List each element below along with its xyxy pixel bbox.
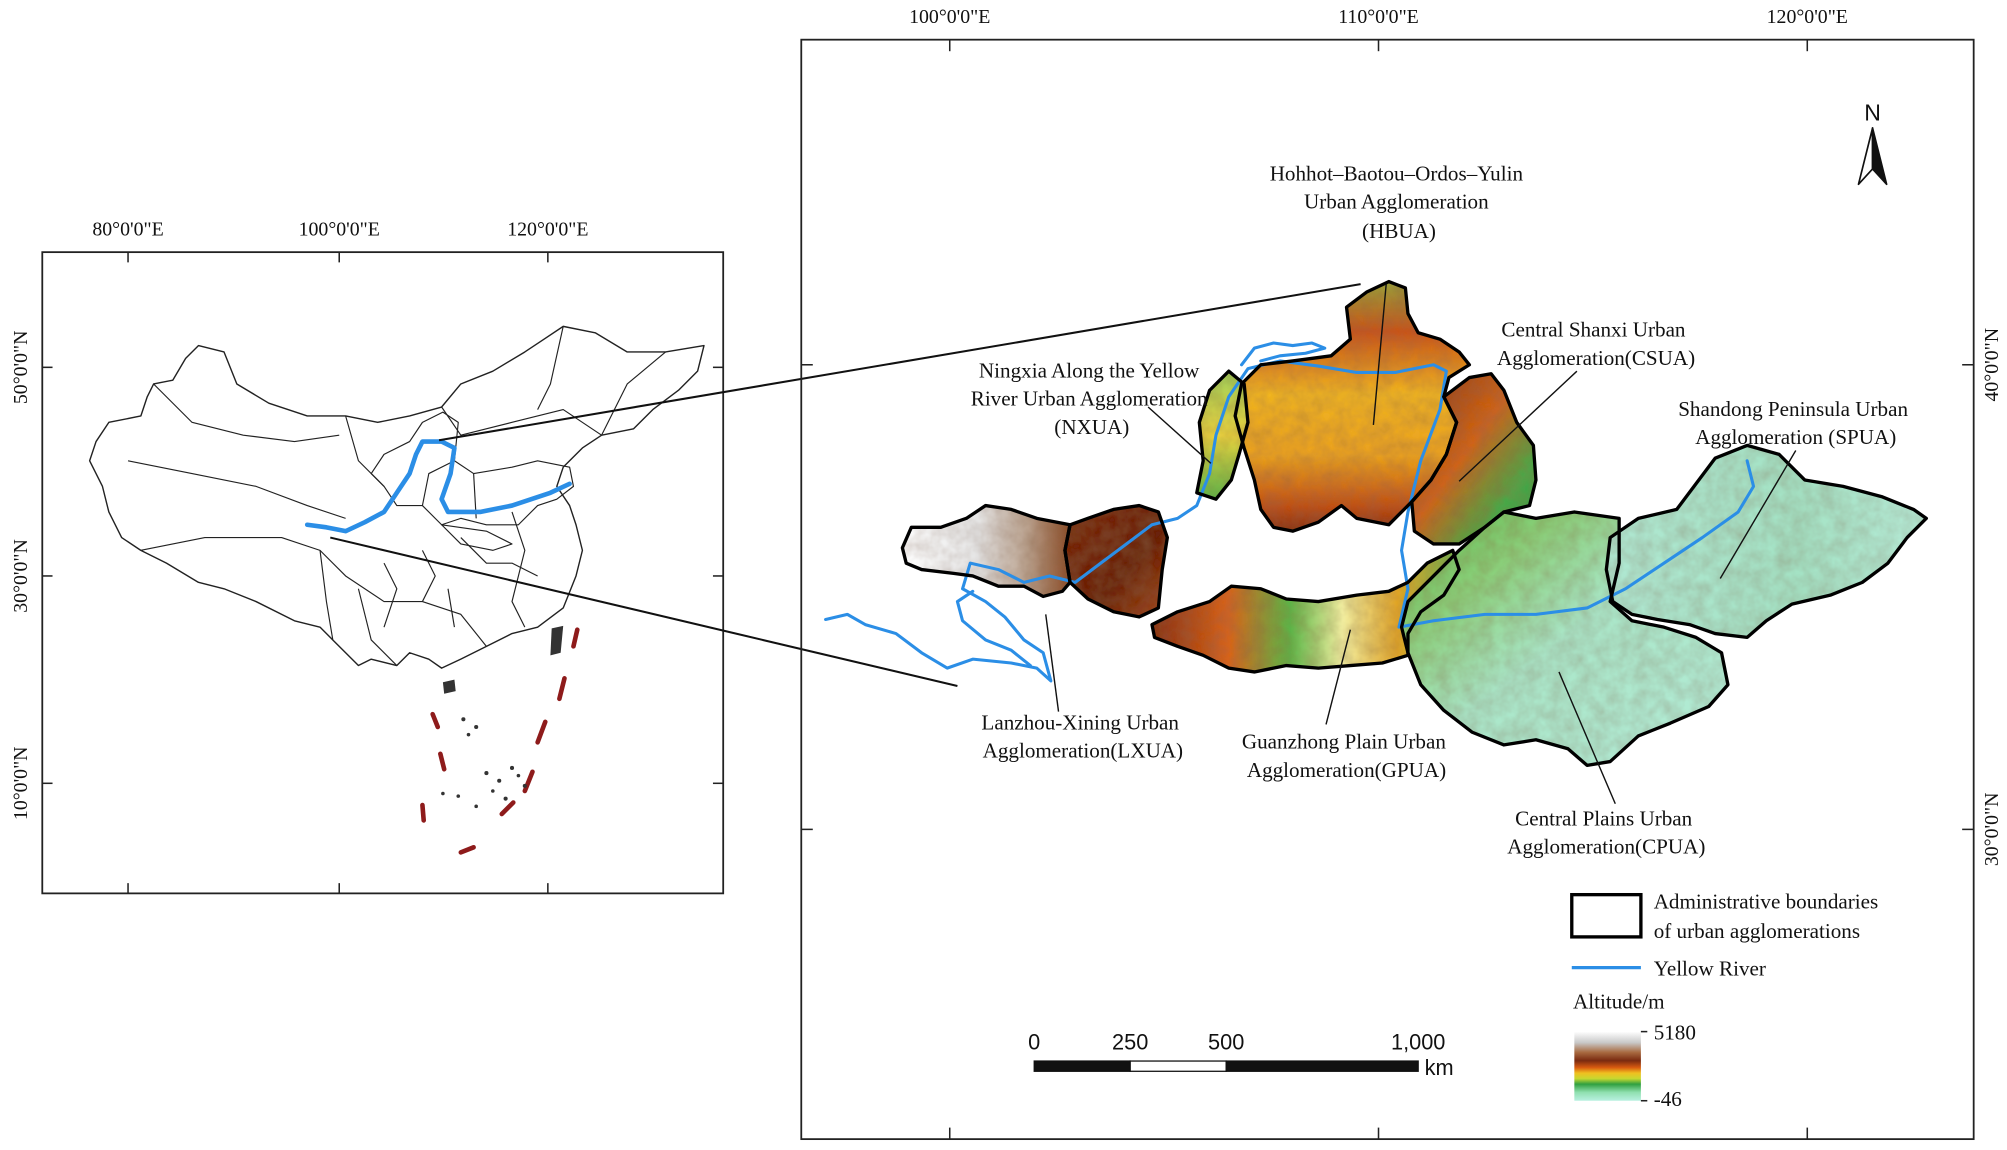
- main-lon-label: 100°0'0"E: [909, 6, 990, 28]
- south-china-sea-islands: [441, 625, 564, 809]
- inset-longitude-labels: 80°0'0"E 100°0'0"E 120°0'0"E: [92, 219, 588, 241]
- main-lon-label: 110°0'0"E: [1338, 6, 1419, 28]
- china-outline: [88, 325, 705, 669]
- main-latitude-labels: 40°0'0"N 30°0'0"N: [1981, 328, 2003, 866]
- inset-lon-label: 80°0'0"E: [92, 219, 163, 241]
- scale-segment: [1225, 1060, 1419, 1072]
- inset-study-area-highlight: [370, 411, 575, 551]
- main-yellow-river: [824, 341, 1756, 683]
- main-map-ticks: [801, 39, 1974, 1140]
- north-label: N: [1864, 99, 1881, 125]
- legend-boundary-swatch: [1570, 892, 1643, 939]
- scale-unit: km: [1425, 1055, 1454, 1080]
- label-leader-lines: [1045, 284, 1797, 805]
- yellow-river-delta-loops: [1240, 341, 1327, 367]
- label-cpua: Central Plains Urban Agglomeration(CPUA): [1507, 807, 1705, 859]
- label-gpua: Guanzhong Plain Urban Agglomeration(GPUA…: [1242, 730, 1451, 782]
- scale-tick-label: 500: [1208, 1030, 1244, 1055]
- scale-tick-label: 0: [1028, 1030, 1040, 1055]
- inset-map: 80°0'0"E 100°0'0"E 120°0'0"E 50°0'0"N 30…: [10, 219, 725, 895]
- yellow-river-tributary: [955, 589, 1032, 668]
- inset-connector-lower: [330, 536, 958, 688]
- inset-latitude-labels: 50°0'0"N 30°0'0"N 10°0'0"N: [10, 331, 32, 821]
- north-arrow-icon: [1857, 127, 1874, 186]
- label-spua: Shandong Peninsula Urban Agglomeration (…: [1678, 397, 1913, 449]
- main-map-frame: [800, 38, 1975, 1141]
- inset-highlight-region: [370, 411, 575, 526]
- north-arrow: N: [1857, 99, 1888, 186]
- scale-segment: [1129, 1060, 1227, 1072]
- scale-segment: [1033, 1060, 1131, 1072]
- label-hbua: Hohhot–Baotou–Ordos–Yulin Urban Agglomer…: [1270, 161, 1529, 243]
- inset-yellow-river: [304, 439, 572, 534]
- inset-connector-upper: [438, 283, 1361, 442]
- inset-lat-label: 50°0'0"N: [10, 331, 32, 405]
- main-lat-label: 40°0'0"N: [1981, 328, 2003, 402]
- yellow-river-main-course: [824, 359, 1756, 683]
- legend-altitude-max: 5180: [1654, 1020, 1696, 1044]
- inset-lon-label: 120°0'0"E: [507, 219, 588, 241]
- inset-highlight-region: [441, 524, 513, 551]
- nine-dash-line: [420, 627, 580, 855]
- scale-bar: 0 250 500 1,000 km: [1028, 1030, 1453, 1081]
- legend-altitude-title: Altitude/m: [1573, 990, 1665, 1014]
- label-csua: Central Shanxi Urban Agglomeration(CSUA): [1497, 318, 1695, 370]
- legend-river-label: Yellow River: [1654, 956, 1766, 980]
- legend-altitude-min: -46: [1654, 1087, 1682, 1111]
- inset-lat-label: 10°0'0"N: [10, 747, 32, 821]
- scale-tick-label: 250: [1112, 1030, 1148, 1055]
- main-lon-label: 120°0'0"E: [1767, 6, 1848, 28]
- inset-ticks: [42, 252, 724, 894]
- scale-tick-label: 1,000: [1391, 1030, 1445, 1055]
- main-longitude-labels: 100°0'0"E 110°0'0"E 120°0'0"E: [909, 6, 1848, 28]
- legend: Administrative boundaries of urban agglo…: [1570, 890, 1884, 1111]
- main-map: 100°0'0"E 110°0'0"E 120°0'0"E 40°0'0"N 3…: [800, 6, 2003, 1141]
- terrain-spua: [1606, 445, 1927, 638]
- legend-altitude-ramp: [1574, 1031, 1641, 1101]
- label-lxua: Lanzhou-Xining Urban Agglomeration(LXUA): [981, 711, 1184, 763]
- legend-boundary-label: Administrative boundaries of urban agglo…: [1654, 890, 1884, 943]
- inset-map-frame: [41, 251, 725, 895]
- inset-lat-label: 30°0'0"N: [10, 539, 32, 613]
- main-lat-label: 30°0'0"N: [1981, 793, 2003, 867]
- inset-lon-label: 100°0'0"E: [299, 219, 380, 241]
- label-nxua: Ningxia Along the Yellow River Urban Agg…: [971, 359, 1213, 439]
